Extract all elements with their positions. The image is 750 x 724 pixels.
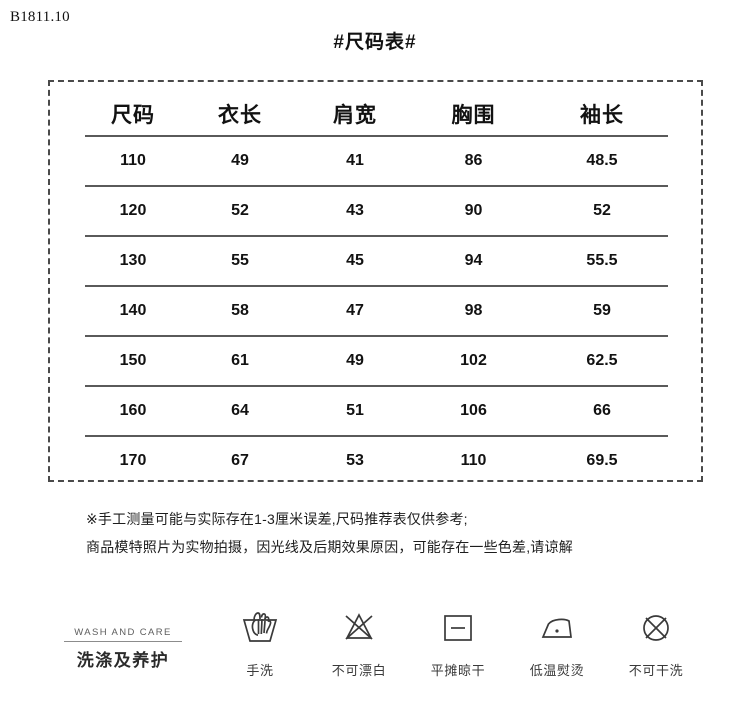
table-row: 130 55 45 94 55.5	[85, 236, 668, 286]
cell-size: 120	[119, 202, 147, 219]
cell-sleeve: 55.5	[586, 252, 618, 269]
low-temp-iron-icon	[509, 605, 605, 651]
cell-shoulder: 49	[346, 352, 364, 369]
care-item-do-not-dry-clean: 不可干洗	[608, 605, 704, 679]
cell-shoulder: 53	[346, 452, 364, 469]
table-header-row: 尺码 衣长 肩宽 胸围 袖长	[85, 92, 668, 136]
cell-bust: 86	[464, 152, 483, 169]
product-code: B1811.10	[10, 9, 70, 25]
cell-bust: 94	[464, 252, 483, 269]
table-row: 120 52 43 90 52	[85, 186, 668, 236]
care-item-low-temp-iron: 低温熨烫	[509, 605, 605, 679]
cell-bust: 102	[460, 352, 487, 369]
table-row: 160 64 51 106 66	[85, 386, 668, 436]
do-not-bleach-icon	[311, 605, 407, 651]
cell-size: 170	[119, 452, 147, 469]
table-row: 150 61 49 102 62.5	[85, 336, 668, 386]
wash-care-brand-cn: 洗涤及养护	[76, 651, 170, 670]
care-label-dry-flat: 平摊晾干	[430, 663, 486, 678]
care-label-do-not-dry-clean: 不可干洗	[628, 663, 684, 678]
cell-size: 110	[120, 152, 146, 169]
wash-care-section: WASH AND CARE 洗涤及养护 手洗	[64, 605, 704, 695]
note-measurement: ※手工测量可能与实际存在1-3厘米误差,尺码推荐表仅供参考;	[86, 511, 468, 527]
note-color: 商品模特照片为实物拍摄，因光线及后期效果原因，可能存在一些色差,请谅解	[86, 539, 573, 555]
cell-bust: 110	[460, 452, 487, 469]
wash-care-brand: WASH AND CARE 洗涤及养护	[64, 627, 182, 671]
cell-sleeve: 66	[593, 402, 611, 419]
table-row: 140 58 47 98 59	[85, 286, 668, 336]
cell-length: 49	[231, 152, 249, 169]
cell-bust: 106	[460, 402, 487, 419]
table-row: 170 67 53 110 69.5	[85, 436, 668, 485]
size-chart-panel	[48, 80, 703, 482]
cell-length: 61	[231, 352, 249, 369]
disclaimer-notes: ※手工测量可能与实际存在1-3厘米误差,尺码推荐表仅供参考; 商品模特照片为实物…	[86, 505, 686, 561]
cell-shoulder: 47	[346, 302, 364, 319]
cell-size: 140	[119, 302, 147, 319]
column-header-size: 尺码	[111, 103, 155, 127]
care-item-dry-flat: 平摊晾干	[410, 605, 506, 679]
cell-length: 52	[231, 202, 249, 219]
cell-length: 55	[231, 252, 249, 269]
table-row: 110 49 41 86 48.5	[85, 136, 668, 186]
care-label-low-temp-iron: 低温熨烫	[529, 663, 585, 678]
wash-care-items: 手洗 不可漂白 平摊晾干	[212, 605, 704, 679]
cell-size: 130	[119, 252, 147, 269]
cell-sleeve: 69.5	[586, 452, 618, 469]
dry-flat-icon	[410, 605, 506, 651]
cell-length: 67	[231, 452, 249, 469]
wash-care-brand-en: WASH AND CARE	[64, 627, 182, 642]
do-not-dry-clean-icon	[608, 605, 704, 651]
column-header-length: 衣长	[218, 103, 262, 127]
page-title: #尺码表#	[333, 32, 417, 53]
column-header-sleeve: 袖长	[580, 103, 624, 127]
cell-shoulder: 51	[346, 402, 364, 419]
size-chart-table: 尺码 衣长 肩宽 胸围 袖长 110 49 41 86 48.5 120 52 …	[85, 92, 668, 485]
cell-sleeve: 52	[593, 202, 611, 219]
cell-sleeve: 59	[593, 302, 611, 319]
care-item-do-not-bleach: 不可漂白	[311, 605, 407, 679]
cell-shoulder: 43	[346, 202, 364, 219]
cell-size: 160	[119, 402, 147, 419]
care-label-hand-wash: 手洗	[246, 663, 274, 678]
cell-sleeve: 62.5	[586, 352, 618, 369]
care-label-do-not-bleach: 不可漂白	[331, 663, 387, 678]
cell-length: 58	[231, 302, 249, 319]
hand-wash-icon	[212, 605, 308, 651]
cell-shoulder: 45	[346, 252, 364, 269]
cell-sleeve: 48.5	[586, 152, 618, 169]
cell-shoulder: 41	[346, 152, 364, 169]
care-item-hand-wash: 手洗	[212, 605, 308, 679]
column-header-shoulder: 肩宽	[333, 103, 377, 127]
cell-size: 150	[119, 352, 147, 369]
cell-bust: 98	[464, 302, 483, 319]
cell-bust: 90	[464, 202, 483, 219]
column-header-bust: 胸围	[451, 103, 496, 127]
cell-length: 64	[231, 402, 249, 419]
